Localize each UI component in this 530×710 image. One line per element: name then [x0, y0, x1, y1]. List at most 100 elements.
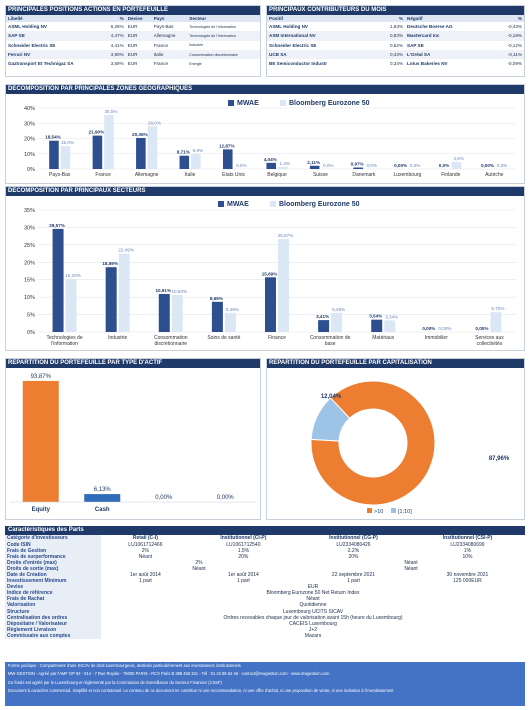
- data-label: 15,69%: [262, 271, 278, 276]
- y-tick-label: 5%: [27, 313, 35, 319]
- y-tick-label: 30%: [24, 225, 35, 231]
- table-row: Schneider Electric SE 0,52% SAP SE -0,12%: [269, 42, 522, 48]
- y-tick-label: 0%: [27, 330, 35, 336]
- bar-benchmark: [118, 253, 130, 332]
- data-label: 15,0%: [61, 140, 74, 145]
- table-row: Gaztransport Et Technigaz SA 3,59% EUR Fran…: [8, 61, 202, 67]
- asset-title: REPARTITION DU PORTEFEUILLE PAR TYPE D'A…: [6, 359, 260, 368]
- bar-asset: [84, 494, 121, 502]
- row-label: Droits d'entrée (max): [5, 559, 101, 566]
- data-label: 35,5%: [104, 109, 117, 114]
- row-label: Frais de Rachat: [5, 596, 101, 603]
- y-tick-label: 20%: [24, 137, 35, 143]
- data-label: 0,00%: [422, 326, 435, 331]
- col-header: Retail (C-I): [132, 535, 158, 542]
- contributors-table: Positif % Négatif % ASML Holding NV 1,63%…: [267, 15, 524, 68]
- data-label: 0,0%: [323, 163, 333, 168]
- chars-title: Caractéristiques des Parts: [5, 526, 525, 535]
- data-label: 0,00%: [438, 326, 451, 331]
- row-label: Centralisation des ordres: [5, 614, 101, 621]
- data-label: 21,90%: [89, 130, 105, 135]
- bar-mwae: [371, 319, 383, 332]
- footer-line: MW-GESTION - Agréé par l'AMF GP 92 - 014…: [8, 671, 330, 677]
- bar-benchmark: [171, 294, 183, 332]
- cap-title: REPARTITION DU PORTEFEUILLE PAR CAPITALI…: [267, 359, 524, 368]
- bar-mwae: [179, 155, 190, 169]
- category-label: Autriche: [485, 172, 504, 178]
- asset-panel: REPARTITION DU PORTEFEUILLE PAR TYPE D'A…: [5, 358, 261, 520]
- row-label: Devise: [5, 584, 101, 591]
- row-label: Droits de sortie (max): [5, 565, 101, 572]
- legend-swatch: [391, 508, 396, 513]
- table-row: SAP SE 4,47% EUR Allemagne Technologies de l…: [6, 31, 260, 41]
- row-label: Règlement Livraison: [5, 626, 101, 633]
- table-row: ASML Holding NV 1,63% Deutsche Boerse AG -0…: [269, 24, 522, 30]
- col-header: %: [102, 15, 126, 22]
- legend-swatch: [367, 508, 372, 513]
- legend-swatch: [270, 201, 276, 207]
- data-label: 0,00%: [394, 163, 407, 168]
- data-label: 12,04%: [321, 394, 342, 400]
- category-label: Etats Unis: [222, 172, 245, 178]
- row-label: Valorisation: [5, 602, 101, 609]
- data-label: 22,49%: [118, 248, 134, 253]
- asset-chart: 93,87% Equity 6,13% Cash 0,00% 0,00%: [10, 374, 256, 513]
- sector-title: DECOMPOSITION PAR PRINCIPAUX SECTEURS: [6, 187, 524, 196]
- category-label: Danemark: [352, 172, 376, 178]
- table-row: BE Semiconductor Industr 0,34% Lotus Baker…: [269, 61, 522, 67]
- category-label: Finance: [268, 335, 286, 341]
- sector-panel: DECOMPOSITION PAR PRINCIPAUX SECTEURS 0%…: [5, 186, 525, 351]
- category-label: Cash: [95, 507, 110, 513]
- col-header: Pays: [151, 15, 188, 22]
- data-label: 1,4%: [280, 161, 290, 166]
- category-label: Allemagne: [135, 172, 159, 178]
- bar-mwae: [92, 135, 103, 169]
- data-label: 3,34%: [385, 314, 398, 319]
- legend-label: [1;10]: [398, 509, 412, 515]
- col-header: %: [375, 15, 405, 22]
- table-row: Ferrari NV 3,90% EUR Italie Consommation dis…: [6, 49, 260, 60]
- data-label: 3,54%: [369, 314, 382, 319]
- data-label: 5,70%: [491, 306, 504, 311]
- bar-mwae: [158, 293, 170, 332]
- category-label: Belgique: [267, 172, 287, 178]
- row-label: Investissement Minimum: [5, 578, 101, 585]
- col-header: Négatif: [405, 15, 492, 22]
- bar-benchmark: [490, 312, 502, 332]
- col-header: Positif: [267, 15, 376, 22]
- data-label: 0,0%: [236, 163, 246, 168]
- category-label: France: [95, 172, 111, 178]
- data-label: 20,35%: [132, 132, 148, 137]
- row-label: Commissaire aux comptes: [5, 632, 101, 639]
- bar-benchmark: [278, 166, 288, 169]
- legend-label: Bloomberg Eurozone 50: [289, 100, 370, 107]
- legend-swatch: [228, 100, 234, 106]
- bar-benchmark: [104, 114, 114, 169]
- cap-panel: REPARTITION DU PORTEFEUILLE PAR CAPITALI…: [266, 358, 525, 520]
- bar-benchmark: [331, 312, 343, 332]
- data-label: 5,49%: [226, 307, 239, 312]
- data-label: 9,9%: [193, 148, 203, 153]
- data-label: 8,71%: [177, 150, 190, 155]
- row-label: Date de Création: [5, 571, 101, 579]
- row-label: Code ISIN: [5, 541, 101, 548]
- category-label: l'information: [51, 341, 78, 347]
- table-row: Schneider Electric SE 4,41% EUR France Indus…: [8, 42, 204, 48]
- data-label: 5,49%: [332, 307, 345, 312]
- top-positions-table: Libellé % Devise Pays Secteur ASML Holdi…: [6, 15, 260, 68]
- bar-mwae: [49, 140, 59, 169]
- top-positions-panel: PRINCIPALES POSITIONS ACTIONS EN PORTEFE…: [5, 5, 261, 77]
- data-label: 0,00%: [475, 326, 488, 331]
- bar-mwae: [222, 149, 233, 169]
- data-label: 3,41%: [316, 314, 329, 319]
- data-label: 10,91%: [155, 288, 171, 293]
- legend-swatch: [280, 100, 286, 106]
- data-label: 93,87%: [31, 374, 52, 380]
- col-header: Institutionnel (CSI-P): [442, 535, 493, 542]
- category-label: Equity: [32, 507, 51, 513]
- donut-slice: [310, 397, 351, 442]
- row-label: Dépositaire / Valorisateur: [5, 620, 101, 627]
- bar-benchmark: [60, 146, 71, 169]
- table-row: ASM International NV 0,83% Mastercard Inc -…: [267, 31, 524, 41]
- donut-slice: [310, 380, 436, 506]
